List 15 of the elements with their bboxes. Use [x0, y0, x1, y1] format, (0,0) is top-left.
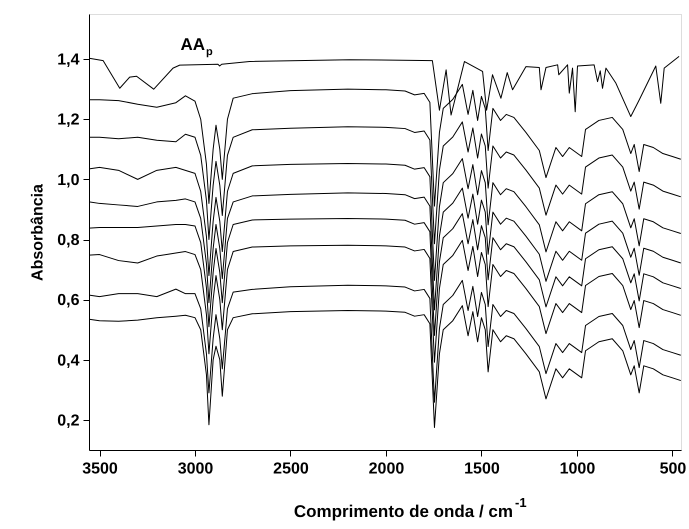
x-tick-label: 2000 [368, 460, 404, 478]
y-tick-label: 0,6 [57, 292, 80, 310]
x-tick-label: 3500 [82, 460, 118, 478]
x-tick-label: 1500 [464, 460, 500, 478]
x-tick-label: 1000 [560, 460, 596, 478]
y-tick-label: 0,8 [57, 232, 80, 250]
x-tick-label: 500 [660, 460, 686, 478]
y-axis-title: Absorbância [29, 184, 46, 281]
x-tick-label: 2500 [273, 460, 309, 478]
y-tick-label: 1,2 [57, 112, 80, 129]
y-tick-label: 1,0 [57, 172, 80, 189]
x-tick-label: 3000 [178, 460, 214, 478]
y-tick-label: 0,4 [57, 352, 80, 370]
y-tick-label: 1,4 [57, 52, 80, 69]
y-tick-label: 0,2 [57, 412, 80, 430]
